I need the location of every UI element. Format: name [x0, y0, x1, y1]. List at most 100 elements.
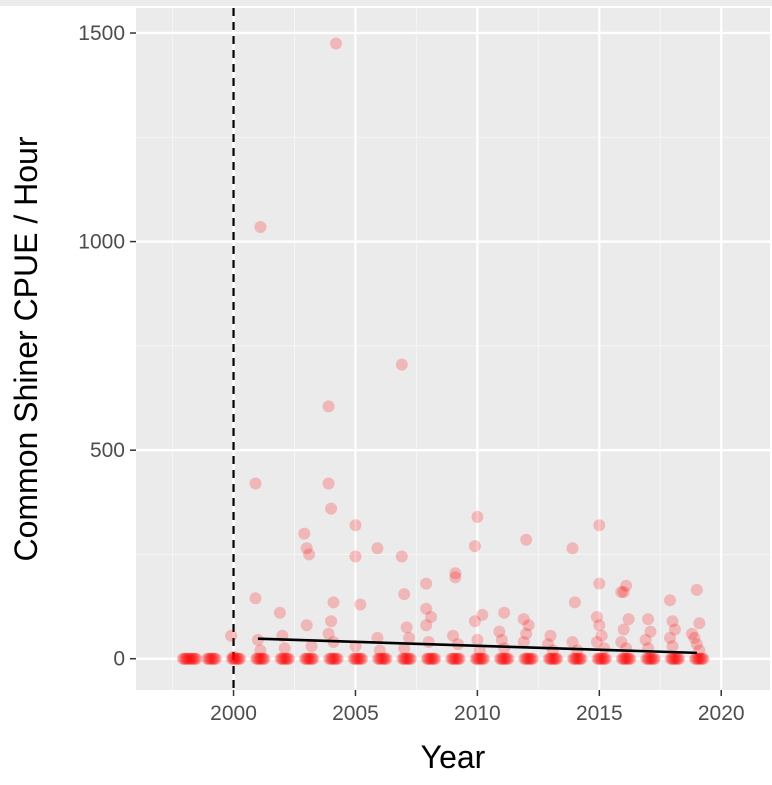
- data-point: [397, 652, 410, 665]
- data-point: [349, 519, 362, 532]
- data-point: [420, 577, 433, 590]
- data-point: [305, 640, 318, 653]
- data-point: [425, 652, 438, 665]
- data-point: [250, 652, 263, 665]
- data-point: [590, 611, 603, 623]
- data-point: [279, 652, 292, 665]
- data-point: [643, 652, 656, 665]
- data-point: [351, 652, 364, 665]
- plot-panel: [136, 8, 770, 690]
- data-point: [526, 652, 539, 665]
- data-point: [474, 652, 487, 665]
- data-point: [208, 652, 221, 665]
- data-point: [551, 652, 564, 665]
- data-point: [615, 652, 628, 665]
- data-point: [697, 652, 710, 665]
- data-point: [617, 586, 630, 598]
- data-point: [183, 652, 195, 665]
- data-point: [666, 640, 679, 653]
- data-point: [640, 652, 653, 665]
- data-point: [475, 652, 488, 665]
- data-point: [693, 617, 706, 630]
- data-point: [278, 642, 291, 655]
- data-point: [468, 540, 481, 553]
- data-point: [229, 652, 242, 665]
- data-point: [356, 652, 369, 665]
- data-point: [300, 652, 313, 665]
- data-point: [327, 596, 340, 609]
- data-point: [249, 477, 262, 490]
- x-axis-title: Year: [421, 739, 486, 775]
- data-point: [420, 602, 433, 615]
- data-point: [326, 652, 339, 665]
- data-point: [354, 598, 367, 611]
- data-point: [403, 652, 416, 665]
- y-tick-label: 1000: [78, 231, 125, 254]
- data-point: [354, 652, 367, 665]
- data-point: [255, 652, 267, 665]
- data-point: [380, 652, 393, 665]
- data-point: [402, 652, 415, 665]
- data-point: [181, 652, 194, 665]
- data-point: [225, 629, 238, 642]
- data-point: [522, 619, 535, 632]
- data-point: [280, 652, 293, 665]
- data-point: [524, 652, 537, 665]
- data-point: [647, 652, 660, 665]
- data-point: [322, 627, 335, 640]
- data-point: [497, 652, 510, 665]
- minor-gridlines: [136, 8, 770, 690]
- trend-line-group: [257, 637, 697, 655]
- data-point: [617, 623, 630, 636]
- data-point: [592, 652, 605, 665]
- data-point: [493, 652, 506, 665]
- data-point: [300, 619, 313, 632]
- data-point: [591, 652, 604, 665]
- data-point: [690, 638, 703, 651]
- data-point: [331, 652, 344, 665]
- data-point: [283, 652, 295, 665]
- data-point: [644, 625, 657, 638]
- data-point: [476, 608, 489, 621]
- data-point: [325, 502, 338, 515]
- data-point: [275, 652, 288, 665]
- data-point: [446, 652, 459, 665]
- data-point: [373, 652, 386, 665]
- data-point: [429, 652, 442, 665]
- data-point: [568, 596, 581, 609]
- data-point: [618, 652, 631, 665]
- data-point: [670, 652, 683, 665]
- data-point: [520, 627, 533, 640]
- data-point: [689, 652, 701, 665]
- data-point: [258, 652, 271, 665]
- data-point: [574, 652, 587, 665]
- data-point: [190, 652, 203, 665]
- data-point: [274, 652, 287, 665]
- top-strip: [0, 0, 772, 6]
- data-point: [281, 652, 294, 665]
- data-point: [478, 652, 491, 665]
- data-point: [476, 652, 489, 665]
- data-point: [623, 652, 636, 665]
- data-point: [570, 652, 583, 665]
- data-point: [671, 652, 684, 665]
- data-point: [645, 652, 658, 665]
- data-point: [449, 567, 462, 580]
- data-point: [453, 652, 466, 665]
- data-point: [324, 652, 337, 665]
- data-point: [590, 636, 603, 648]
- data-point: [596, 652, 609, 665]
- data-point: [349, 550, 362, 563]
- data-point: [593, 577, 606, 590]
- data-point: [278, 652, 291, 665]
- y-tick-label: 500: [90, 439, 125, 462]
- data-point: [207, 652, 220, 665]
- data-point: [522, 652, 534, 665]
- data-point: [617, 652, 630, 665]
- data-point: [401, 652, 414, 665]
- data-point: [230, 652, 243, 665]
- data-point: [186, 652, 199, 665]
- data-point: [445, 652, 458, 665]
- data-point: [228, 652, 241, 665]
